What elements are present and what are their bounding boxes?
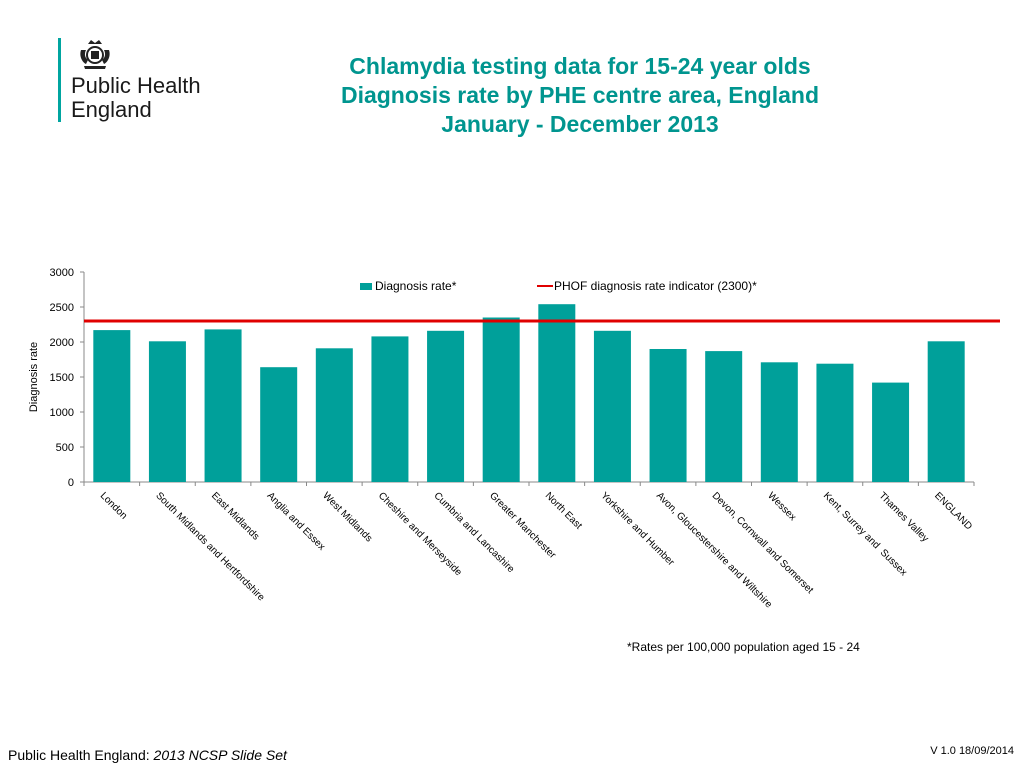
logo-text: Public Health England xyxy=(71,74,201,122)
bar-13 xyxy=(816,363,854,482)
logo-accent-bar xyxy=(58,38,61,122)
bar-2 xyxy=(204,329,242,482)
bar-6 xyxy=(427,330,465,482)
x-category-label: South Midlands and Hertfordshire xyxy=(153,490,266,603)
x-category-label: Anglia and Essex xyxy=(265,490,327,552)
title-line2: Diagnosis rate by PHE centre area, Engla… xyxy=(340,82,820,108)
bar-5 xyxy=(371,336,409,482)
bar-7 xyxy=(482,317,520,482)
bar-15 xyxy=(927,341,965,482)
x-category-label: Devon, Cornwall and Somerset xyxy=(710,490,816,596)
y-tick-label: 2000 xyxy=(50,337,74,349)
footer-version: V 1.0 18/09/2014 xyxy=(930,745,1014,757)
y-tick-label: 500 xyxy=(56,442,74,454)
chart-title: Chlamydia testing data for 15-24 year ol… xyxy=(230,52,930,139)
x-category-label: ENGLAND xyxy=(932,490,974,532)
footnote: *Rates per 100,000 population aged 15 - … xyxy=(627,640,860,654)
y-axis-label: Diagnosis rate xyxy=(28,342,40,412)
royal-crest-icon xyxy=(80,40,110,69)
x-category-label: Avon, Gloucestershire and Wiltshire xyxy=(654,490,774,610)
footer-org: Public Health England: xyxy=(8,747,150,763)
bar-12 xyxy=(760,362,798,482)
logo-line1: Public Health xyxy=(71,73,201,98)
bar-8 xyxy=(538,304,576,482)
bar-0 xyxy=(93,330,131,482)
y-tick-label: 3000 xyxy=(50,267,74,279)
y-tick-label: 1000 xyxy=(50,407,74,419)
y-tick-label: 0 xyxy=(68,477,74,489)
x-category-label: West Midlands xyxy=(320,490,374,544)
bar-11 xyxy=(705,351,743,482)
footer-source: Public Health England: 2013 NCSP Slide S… xyxy=(8,747,287,763)
legend-label-diagnosis: Diagnosis rate* xyxy=(375,279,457,293)
x-category-label: Wessex xyxy=(765,490,798,523)
bar-14 xyxy=(872,382,910,482)
title-line1: Chlamydia testing data for 15-24 year ol… xyxy=(349,53,811,79)
footer-slide-set: 2013 NCSP Slide Set xyxy=(153,747,287,763)
x-category-label: East Midlands xyxy=(209,490,261,542)
bar-10 xyxy=(649,349,687,482)
x-category-label: London xyxy=(98,490,129,521)
bar-chart: 0 500 1000 1500 2000 2500 3000 Diagnosis rate Lo… xyxy=(28,267,1000,611)
x-category-label: Thames Valley xyxy=(876,490,930,544)
legend-swatch-diagnosis xyxy=(360,283,372,290)
legend-label-indicator: PHOF diagnosis rate indicator (2300)* xyxy=(554,279,757,293)
bar-9 xyxy=(593,330,631,482)
y-tick-label: 1500 xyxy=(50,372,74,384)
bar-4 xyxy=(315,348,353,482)
logo-line2: England xyxy=(71,97,152,122)
bar-3 xyxy=(260,367,298,482)
x-category-label: North East xyxy=(543,490,584,531)
title-line3: January - December 2013 xyxy=(441,111,719,137)
y-tick-label: 2500 xyxy=(50,302,74,314)
bar-1 xyxy=(148,341,186,482)
